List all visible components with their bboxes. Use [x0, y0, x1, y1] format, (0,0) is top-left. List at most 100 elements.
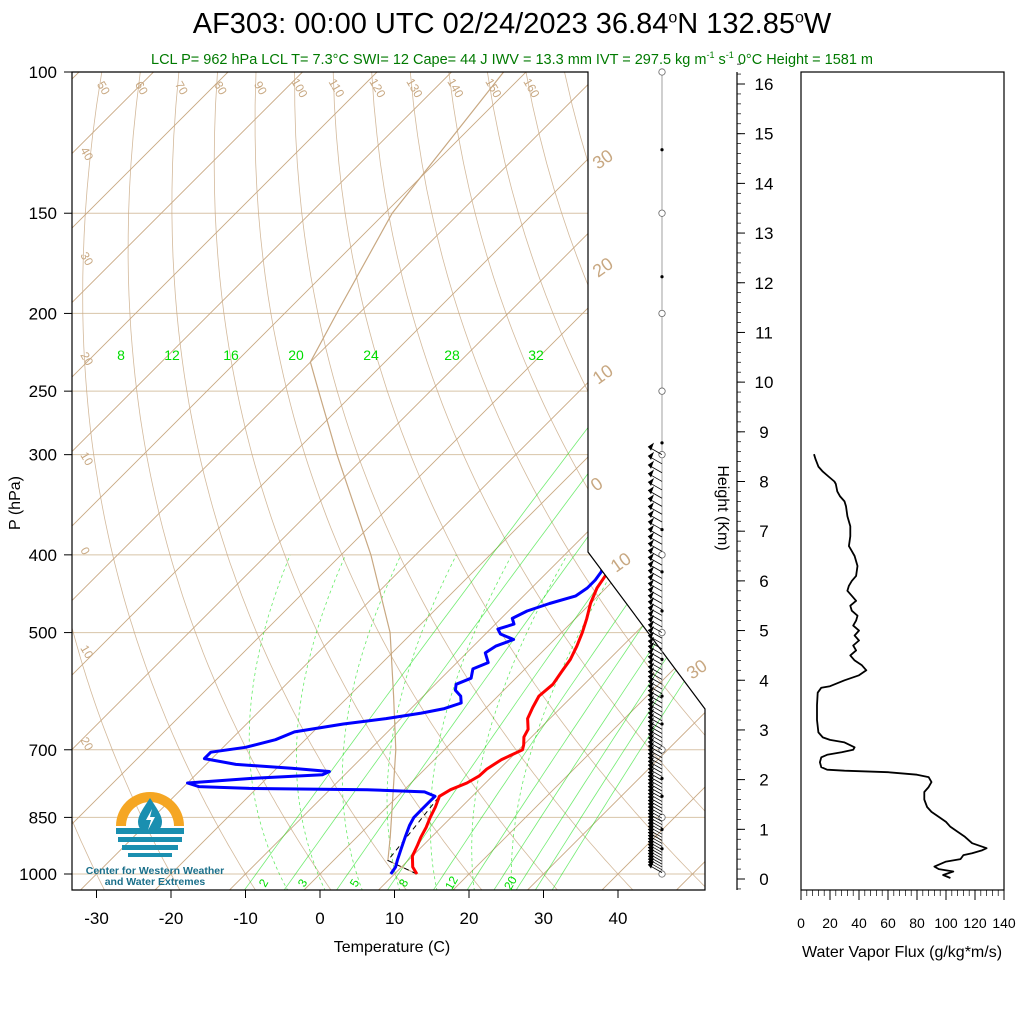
wind-barb-flag [648, 572, 654, 581]
moist-adiabat [471, 554, 568, 890]
y-tick-label: 300 [29, 446, 57, 465]
title-degree-2: o [794, 9, 804, 27]
moist-adiabat [429, 554, 513, 890]
dry-adiabat [82, 72, 256, 890]
mixing-ratio-line [283, 361, 673, 890]
x-tick-label: 30 [534, 909, 553, 928]
theta-label: 140 [444, 76, 466, 101]
title-lat-unit: N 132.85 [677, 8, 795, 40]
wind-barb-flag [648, 860, 654, 869]
wind-barb-flag [648, 591, 654, 600]
wind-dot [660, 694, 664, 698]
mixing-ratio-line [466, 534, 705, 890]
y-tick-label: 1000 [19, 865, 57, 884]
wind-barb-flag [648, 799, 654, 808]
wind-barb-flag [648, 539, 654, 548]
theta-label: 80 [211, 79, 230, 98]
isotherm-line [72, 72, 527, 527]
dry-adiabat [72, 626, 181, 890]
wind-barb-flag [648, 546, 654, 555]
wind-barb-flag [648, 566, 654, 575]
wind-barb-flag [648, 760, 654, 769]
wind-barb-flag [648, 524, 654, 533]
mixing-ratio-label: 16 [223, 347, 239, 363]
mixing-ratio-label: 12 [164, 347, 180, 363]
wind-barb-flag [648, 603, 654, 612]
x-tick-label: 10 [385, 909, 404, 928]
wind-barb-flag [648, 690, 654, 699]
isotherm-line [72, 72, 601, 602]
wind-barb-flag [648, 657, 654, 666]
dry-adiabat [127, 72, 332, 890]
x-tick-label: -10 [233, 909, 258, 928]
height-tick-label: 7 [759, 522, 768, 541]
wind-calm-circle [658, 870, 666, 878]
wind-barb-flag [648, 502, 654, 511]
wind-barb-flag [648, 677, 654, 686]
wind-barb-flag [648, 699, 654, 708]
moist-adiabat [296, 554, 346, 890]
wvflux-x-tick-label: 40 [851, 915, 867, 931]
wind-barb-flag [648, 704, 654, 713]
theta-label: 130 [403, 76, 425, 101]
wind-barb-flag [648, 764, 654, 773]
isotherm-line [303, 488, 705, 890]
x-tick-label: 40 [609, 909, 628, 928]
wind-barb-flag [648, 695, 654, 704]
wind-barb-flag [648, 819, 654, 828]
wind-barb-flag [648, 809, 654, 818]
wind-barb-flag [648, 741, 654, 750]
subtitle-suffix: 0°C Height = 1581 m [733, 51, 873, 68]
wind-barb-flag [648, 681, 654, 690]
wind-barb-flag [648, 802, 654, 811]
dry-adiabat [409, 72, 705, 736]
height-tick-label: 14 [755, 174, 774, 193]
wind-barb-flag [648, 717, 654, 726]
dry-adiabat [332, 72, 705, 888]
dry-adiabat [796, 72, 1024, 891]
wind-calm-circle [658, 387, 666, 395]
wind-barb-flag [648, 460, 654, 469]
wind-dot [660, 609, 664, 613]
wind-dot [660, 794, 664, 798]
wind-barb-flag [648, 757, 654, 766]
subtitle-prefix: LCL P= 962 hPa LCL T= 7.3°C SWI= 12 Cape… [151, 51, 707, 68]
x-tick-label: -20 [159, 909, 184, 928]
height-tick-label: 1 [759, 820, 768, 839]
wind-calm-circle [658, 209, 666, 217]
wind-barb-flag [648, 597, 654, 606]
wind-barb-flag [648, 815, 654, 824]
wvflux-x-tick-label: 140 [992, 915, 1016, 931]
height-tick-label: 15 [755, 125, 774, 144]
logo-text: Center for Western Weather and Water Extr… [80, 866, 230, 888]
wind-barb-flag [648, 667, 654, 676]
wind-calm-circle [658, 813, 666, 821]
wind-barb-flag [648, 771, 654, 780]
logo-line-2: and Water Extremes [104, 876, 206, 888]
y-tick-label: 200 [29, 304, 57, 323]
wind-barb-flag [648, 721, 654, 730]
y-tick-label: 400 [29, 546, 57, 565]
wind-dot [660, 776, 664, 781]
wind-barb-flag [648, 579, 654, 588]
wind-barb-flag [648, 812, 654, 821]
y-tick-label: 100 [29, 63, 57, 82]
height-tick-label: 2 [759, 771, 768, 790]
cw3e-logo: Center for Western Weather and Water Extr… [80, 782, 230, 894]
wind-calm-circle [658, 309, 666, 318]
wvflux-x-tick-label: 100 [934, 915, 958, 931]
mixing-ratio-line [493, 569, 705, 890]
theta-label: 110 [326, 76, 348, 100]
height-tick-label: 0 [759, 870, 768, 889]
dewpoint-curve [186, 487, 628, 875]
wind-barb-flag [648, 749, 654, 758]
mixing-ratio-label: 8 [396, 876, 412, 889]
height-tick-label: 3 [759, 721, 768, 740]
logo-line-1: Center for Western Weather [85, 865, 225, 877]
dry-adiabat [254, 72, 558, 890]
mixing-ratio-label: 12 [442, 873, 461, 892]
dry-adiabat [213, 72, 483, 890]
mixing-ratio-line [243, 361, 639, 890]
dry-adiabat [72, 819, 105, 890]
wind-barb-flag [648, 642, 654, 651]
